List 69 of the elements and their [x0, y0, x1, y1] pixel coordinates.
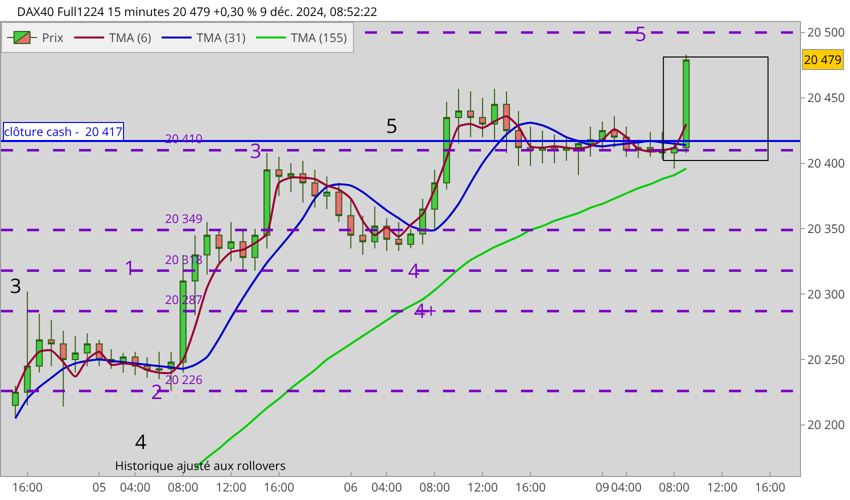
x-tick-label: 04:00 [120, 478, 151, 496]
candlestick [610, 116, 618, 148]
x-tick-label: 06 [344, 478, 358, 496]
candlestick [12, 385, 19, 419]
candlestick [84, 332, 91, 367]
candlestick [204, 222, 210, 276]
y-tick-label: 20 500 [807, 24, 845, 41]
annotation: 4 [408, 257, 420, 284]
annotation: 5 [635, 20, 646, 47]
x-tick-label: 12:00 [216, 478, 246, 496]
candlestick [574, 139, 582, 176]
legend-label: TMA (31) [196, 29, 246, 46]
annotation: 20 479 [804, 51, 842, 68]
candlestick [228, 222, 234, 262]
y-tick-label: 20 450 [807, 89, 845, 106]
annotation: 4 [135, 428, 147, 455]
candlestick [311, 169, 318, 208]
y-tick-label: 20 200 [807, 416, 845, 434]
candlestick [359, 215, 366, 256]
candlestick [335, 182, 342, 223]
x-tick-label: 12:00 [467, 478, 498, 496]
y-tick-label: 20 400 [807, 154, 845, 172]
candlestick [323, 176, 330, 210]
x-tick-label: 16:00 [754, 478, 786, 496]
annotation: 3 [10, 272, 22, 299]
x-tick-label: 12:00 [706, 478, 738, 496]
candlestick [407, 228, 414, 249]
candlestick [216, 228, 222, 266]
x-tick-label: 08:00 [658, 478, 690, 496]
candlestick [252, 228, 258, 272]
legend-label: TMA (6) [109, 29, 152, 46]
candlestick [287, 162, 294, 193]
x-tick-label: 16:00 [12, 478, 43, 496]
candlestick [347, 198, 354, 249]
candlestick [491, 88, 498, 140]
candlestick [72, 336, 79, 374]
candlestick [36, 313, 43, 374]
y-tick-label: 20 250 [807, 350, 845, 368]
chart-title: DAX40 Full1224 15 minutes 20 479 +0,30 % 9 déc. 2024, 08:52:22 [17, 2, 378, 20]
y-tick-label: 20 350 [807, 220, 845, 237]
legend-label: Prix [42, 29, 64, 46]
x-tick-label: 04:00 [371, 478, 402, 496]
candlestick [395, 222, 402, 252]
annotation: 5 [386, 112, 398, 139]
candlestick [539, 130, 546, 164]
x-tick-label: 05 [92, 478, 106, 496]
annotation: 1 [124, 254, 136, 281]
candlestick [264, 152, 270, 249]
ref-line-label: clôture cash - 20 417 [4, 123, 123, 140]
candlestick [24, 291, 31, 406]
y-tick-label: 20 300 [807, 285, 845, 302]
candlestick [48, 320, 55, 367]
ref-line-label: 20 349 [165, 210, 203, 227]
legend-label: TMA (155) [291, 29, 348, 46]
candlestick [646, 131, 654, 158]
annotation: 3 [250, 137, 262, 164]
candlestick [455, 88, 462, 144]
candlestick [60, 330, 67, 408]
x-tick-label: 09 [595, 478, 610, 496]
candlestick [275, 156, 282, 197]
x-tick-label: 08:00 [419, 478, 450, 496]
candlestick [503, 90, 510, 154]
x-tick-label: 04:00 [610, 478, 642, 496]
x-tick-label: 16:00 [515, 478, 546, 496]
candlestick [479, 97, 486, 138]
x-tick-label: 16:00 [264, 478, 294, 496]
candlestick [467, 90, 474, 138]
candlestick [156, 351, 163, 380]
x-tick-label: 08:00 [168, 478, 199, 496]
